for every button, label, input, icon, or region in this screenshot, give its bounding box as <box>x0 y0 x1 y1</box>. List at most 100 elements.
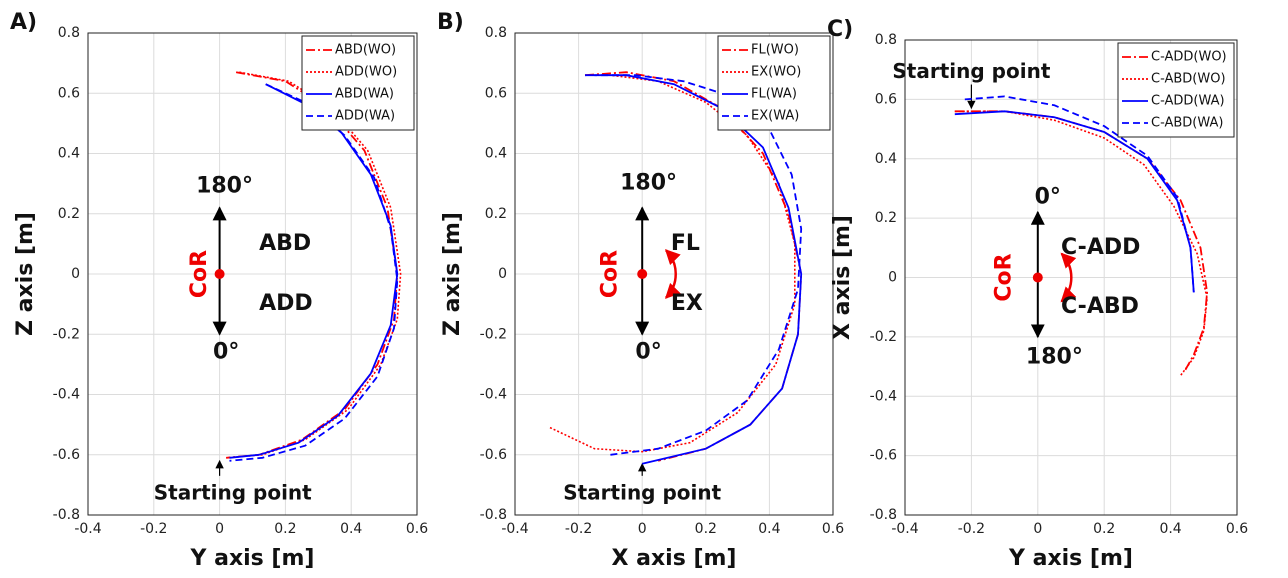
legend-label: C-ABD(WA) <box>1151 116 1223 131</box>
trajectory-line <box>594 74 803 456</box>
annotation: 0° <box>213 339 239 364</box>
y-tick-label: -0.2 <box>53 326 80 342</box>
y-tick-label: 0.8 <box>485 25 507 41</box>
y-tick-label: 0.4 <box>485 146 507 162</box>
x-tick-label: -0.2 <box>565 521 592 537</box>
y-tick-label: -0.8 <box>870 507 897 523</box>
x-axis-label: Y axis [m] <box>1008 546 1133 571</box>
legend-label: FL(WA) <box>751 87 797 102</box>
x-tick-label: 0.4 <box>340 521 362 537</box>
panel: -0.4 -0.2 0 0.2 0.4 0.6 -0.8 -0.6 -0.4 -0.2 0 0.2 0.… <box>827 17 1248 571</box>
legend-box <box>1117 42 1235 138</box>
x-tick-label: 0.2 <box>695 521 717 537</box>
annotation: ADD <box>259 291 313 316</box>
y-tick-label: 0.6 <box>485 85 507 101</box>
x-tick-label: 0.2 <box>274 521 296 537</box>
x-tick-label: -0.2 <box>140 521 167 537</box>
legend-label: EX(WO) <box>751 65 801 80</box>
y-tick-label: -0.2 <box>480 326 507 342</box>
rotation-arrow <box>664 249 681 299</box>
legend-label: ABD(WA) <box>335 87 394 102</box>
panel: -0.4 -0.2 0 0.2 0.4 0.6 -0.8 -0.6 -0.4 -0.2 0 0.2 0.… <box>10 10 428 571</box>
y-tick-label: 0.4 <box>58 146 80 162</box>
y-tick-label: 0.6 <box>58 85 80 101</box>
x-tick-label: 0 <box>215 521 224 537</box>
annotation: 180° <box>620 171 677 196</box>
x-tick-label: -0.2 <box>958 521 985 537</box>
x-tick-label: -0.4 <box>891 521 918 537</box>
annotation: Starting point <box>892 59 1050 83</box>
panel: -0.4 -0.2 0 0.2 0.4 0.6 -0.8 -0.6 -0.4 -0.2 0 0.2 0.… <box>437 10 844 571</box>
annotation: C-ABD <box>1061 294 1139 319</box>
legend-label: C-ABD(WO) <box>1151 72 1226 87</box>
y-tick-label: -0.6 <box>53 447 80 463</box>
x-tick-label: 0.2 <box>1093 521 1115 537</box>
x-tick-label: 0.6 <box>406 521 428 537</box>
trajectory-line <box>954 110 1208 376</box>
y-tick-label: 0.2 <box>875 210 897 226</box>
y-axis-label: Z axis [m] <box>13 212 38 336</box>
x-tick-label: 0 <box>1033 521 1042 537</box>
trajectory-line <box>585 74 803 465</box>
trajectory-line <box>549 74 796 453</box>
y-tick-label: 0 <box>71 266 80 282</box>
y-axis-label: Z axis [m] <box>440 212 465 336</box>
annotation: CoR <box>597 250 622 298</box>
annotation: 180° <box>196 174 253 199</box>
y-tick-label: 0.6 <box>875 91 897 107</box>
annotation: ABD <box>259 231 311 256</box>
annotation: Starting point <box>563 480 721 504</box>
y-tick-label: 0.2 <box>58 206 80 222</box>
y-tick-label: 0.2 <box>485 206 507 222</box>
panel-label: A) <box>10 10 37 35</box>
trajectory-line <box>964 95 1195 293</box>
x-tick-label: -0.4 <box>74 521 101 537</box>
x-tick-label: 0 <box>638 521 647 537</box>
y-tick-label: 0.8 <box>58 25 80 41</box>
rotation-arrow <box>1060 252 1077 303</box>
y-tick-label: 0.8 <box>875 32 897 48</box>
annotation: Starting point <box>154 480 312 504</box>
x-tick-label: -0.4 <box>501 521 528 537</box>
annotation: 0° <box>1035 184 1061 209</box>
center-of-rotation <box>1032 272 1043 283</box>
y-tick-label: -0.4 <box>53 387 80 403</box>
legend-label: ABD(WO) <box>335 43 396 58</box>
y-axis-label: X axis [m] <box>830 215 855 340</box>
x-tick-label: 0.6 <box>822 521 844 537</box>
y-tick-label: -0.4 <box>480 387 507 403</box>
annotation: C-ADD <box>1061 235 1140 260</box>
annotation: FL <box>671 231 700 256</box>
y-tick-label: 0.4 <box>875 151 897 167</box>
legend-label: ADD(WA) <box>335 109 395 124</box>
annotation: CoR <box>992 253 1017 301</box>
panel-label: B) <box>437 10 464 35</box>
legend-label: C-ADD(WO) <box>1151 50 1227 65</box>
plot-frame <box>514 32 834 516</box>
plot-frame <box>87 32 418 516</box>
legend-box <box>717 35 831 131</box>
y-tick-label: -0.8 <box>53 507 80 523</box>
center-of-rotation <box>637 269 648 279</box>
annotation: EX <box>671 291 703 316</box>
x-tick-label: 0.4 <box>758 521 780 537</box>
y-tick-label: 0 <box>498 266 507 282</box>
center-of-rotation <box>214 269 225 279</box>
y-tick-label: -0.4 <box>870 388 897 404</box>
annotation: 0° <box>635 339 661 364</box>
y-tick-label: -0.2 <box>870 329 897 345</box>
x-tick-label: 0.6 <box>1226 521 1248 537</box>
legend-label: C-ADD(WA) <box>1151 94 1225 109</box>
annotation: 180° <box>1026 345 1083 370</box>
trajectory-line <box>229 83 399 462</box>
panel-label: C) <box>827 17 853 42</box>
y-tick-label: 0 <box>888 270 897 286</box>
y-tick-label: -0.8 <box>480 507 507 523</box>
trajectory-line <box>954 110 1209 373</box>
legend-label: EX(WA) <box>751 109 799 124</box>
x-tick-label: 0.4 <box>1159 521 1181 537</box>
y-tick-label: -0.6 <box>870 448 897 464</box>
legend-label: ADD(WO) <box>335 65 397 80</box>
